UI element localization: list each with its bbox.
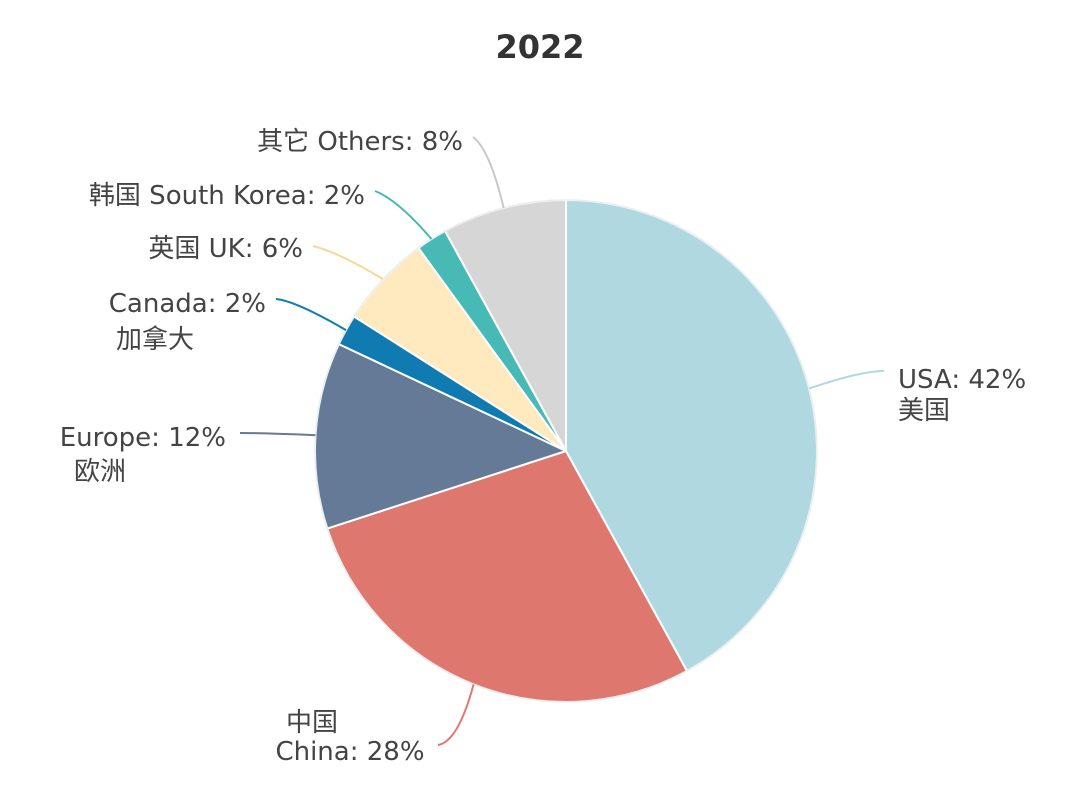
slice-label-others: 其它 Others: 8% xyxy=(257,127,463,157)
leader-lines xyxy=(239,136,885,746)
pie-outline xyxy=(314,199,818,703)
slice-label-china: China: 28% xyxy=(275,737,424,767)
leader-line-china xyxy=(437,684,475,746)
slice-label-uk: 英国 UK: 6% xyxy=(148,234,303,264)
slice-label-usa: USA: 42% xyxy=(898,365,1026,395)
leader-line-usa xyxy=(808,370,885,390)
chart-title: 2022 xyxy=(495,28,584,66)
slice-label-canada: Canada: 2% xyxy=(109,289,266,319)
pie-slices xyxy=(314,199,818,703)
leader-line-south-korea xyxy=(374,190,433,240)
leader-line-canada xyxy=(275,298,347,331)
slice-label-usa-zh: 美国 xyxy=(898,396,950,426)
slice-label-canada-zh: 加拿大 xyxy=(116,325,194,355)
leader-line-europe xyxy=(239,432,316,437)
slice-label-china-zh: 中国 xyxy=(286,708,338,738)
leader-line-uk xyxy=(312,245,384,281)
slice-label-europe-zh: 欧洲 xyxy=(74,457,126,487)
leader-line-others xyxy=(472,136,505,209)
slice-label-south-korea: 韩国 South Korea: 2% xyxy=(89,181,365,211)
slice-label-europe: Europe: 12% xyxy=(60,423,226,453)
